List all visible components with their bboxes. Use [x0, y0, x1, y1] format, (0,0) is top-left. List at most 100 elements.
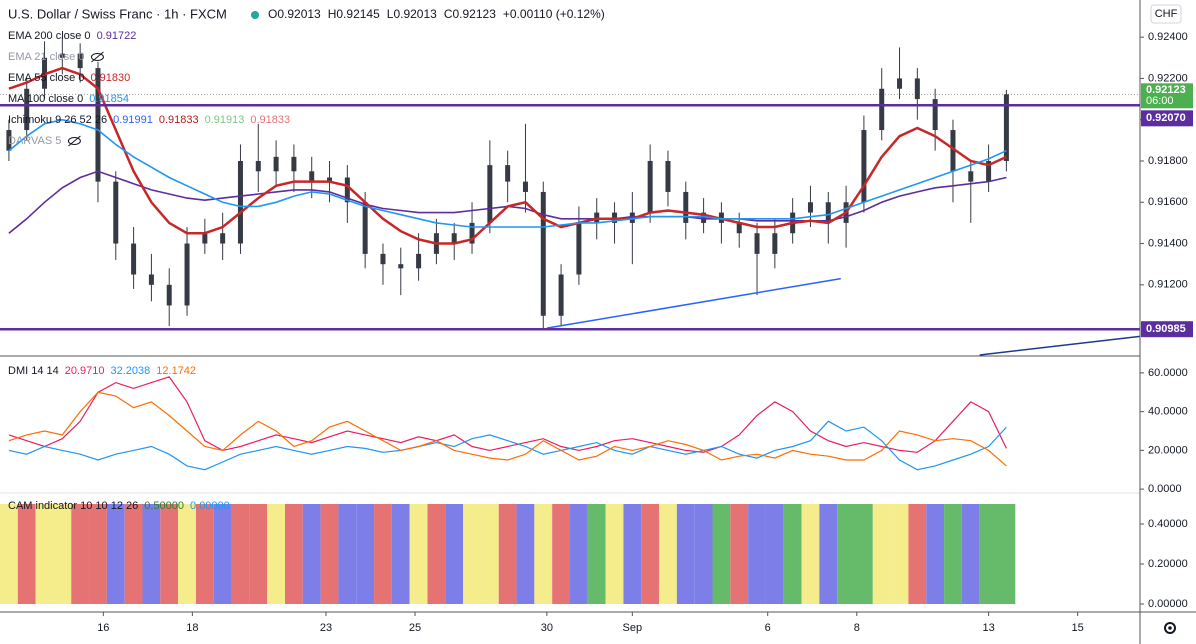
candle-body — [772, 233, 778, 254]
indicator-legend-value: 0.91833 — [159, 114, 199, 126]
cam-bar — [0, 504, 18, 604]
candle-body — [914, 78, 920, 100]
candle-body — [416, 253, 422, 269]
cam-bar — [712, 504, 731, 604]
candle-body — [148, 274, 154, 285]
cam-bar — [570, 504, 588, 604]
cam-bar — [178, 504, 196, 604]
candle-body — [24, 88, 30, 131]
ohlc-readout: O0.92013 — [268, 7, 321, 21]
cam-bar — [694, 504, 713, 604]
candle-body — [327, 177, 333, 182]
candle-body — [879, 88, 885, 131]
cam-bar — [516, 504, 535, 604]
indicator-legend-value: 0.91830 — [90, 72, 130, 84]
candle-body — [665, 160, 671, 192]
x-tick-label: 25 — [409, 622, 421, 634]
candle-body — [273, 156, 279, 172]
candle-body — [166, 284, 172, 306]
cam-bar — [961, 504, 980, 604]
candle-body — [95, 68, 101, 182]
last-price-box — [1141, 83, 1193, 109]
settings-button[interactable] — [1164, 622, 1176, 634]
candle-body — [131, 243, 137, 275]
last-price-label: 0.92123 — [1146, 84, 1186, 96]
cam-bar — [17, 504, 36, 604]
candle-body — [932, 99, 938, 131]
indicator-legend-name: MA 100 close 0 — [8, 93, 83, 105]
candle-body — [861, 130, 867, 203]
y-tick-label: 0.92400 — [1148, 31, 1188, 43]
indicator-legend-value: 0.91722 — [97, 30, 137, 42]
cam-bar — [926, 504, 945, 604]
cam-bar — [623, 504, 642, 604]
currency-button[interactable]: CHF — [1150, 4, 1182, 24]
y-tick-label: 0.91200 — [1148, 279, 1188, 291]
candle-body — [59, 53, 65, 58]
x-tick-label: 15 — [1072, 622, 1084, 634]
candle-body — [77, 53, 83, 69]
cam-bar — [979, 504, 998, 604]
cam-bar — [285, 504, 303, 604]
indicator-legend-name: Ichimoku 9 26 52 26 — [8, 114, 107, 126]
cam-bar — [872, 504, 891, 604]
candle-body — [469, 222, 475, 244]
candle-body — [897, 78, 903, 89]
cam-bar — [944, 504, 962, 604]
gear-ring[interactable] — [1164, 622, 1176, 634]
currency-label[interactable]: CHF — [1155, 8, 1178, 20]
indicator-legend-name: DARVAS 5 — [8, 135, 61, 147]
candle-body — [701, 212, 707, 223]
y-tick-label: 0.0000 — [1148, 483, 1182, 495]
cam-bar — [391, 504, 410, 604]
y-tick-label: 20.0000 — [1148, 444, 1188, 456]
cam-bar — [231, 504, 250, 604]
cam-bar — [142, 504, 161, 604]
cam-bar — [213, 504, 232, 604]
candle-body — [986, 160, 992, 182]
cam-bar — [35, 504, 54, 604]
cam-bar — [855, 504, 873, 604]
cam-bar — [409, 504, 428, 604]
indicator-line — [8, 420, 1007, 471]
y-tick-label: 0.91600 — [1148, 196, 1188, 208]
candle-body — [540, 191, 546, 316]
symbol-title: U.S. Dollar / Swiss Franc · 1h · FXCM — [8, 6, 227, 21]
indicator-legend-value: 0.91833 — [250, 114, 290, 126]
y-tick-label: 0.40000 — [1148, 518, 1188, 530]
cam-bar — [267, 504, 285, 604]
cam-bar — [837, 504, 855, 604]
gear-hub[interactable] — [1168, 626, 1172, 630]
candle-body — [6, 130, 12, 151]
ohlc-readout: L0.92013 — [387, 7, 437, 21]
cam-bar — [249, 504, 268, 604]
x-tick-label: Sep — [623, 622, 643, 634]
ohlc-readout: +0.00110 (+0.12%) — [503, 7, 605, 21]
level-price-label: 0.90985 — [1146, 323, 1186, 335]
ohlc-readout: H0.92145 — [328, 7, 380, 21]
indicator-legend-name: EMA 55 close 0 — [8, 72, 84, 84]
cam-bar — [374, 504, 392, 604]
candle-body — [451, 233, 457, 244]
cam-bar — [160, 504, 179, 604]
candle-body — [754, 233, 760, 254]
cam-bar — [320, 504, 339, 604]
currency-button-frame[interactable] — [1150, 4, 1182, 24]
cam-bar — [480, 504, 499, 604]
indicator-legend-name: EMA 21 close 0 — [8, 51, 84, 63]
hidden-eye-icon — [67, 137, 81, 145]
candle-body — [487, 165, 493, 223]
candle-body — [344, 177, 350, 203]
cam-bar — [730, 504, 749, 604]
pane-legend-value: 32.2038 — [111, 365, 151, 377]
cam-bar — [819, 504, 838, 604]
cam-bar — [195, 504, 214, 604]
ohlc-readout: C0.92123 — [444, 7, 496, 21]
cam-bar — [427, 504, 446, 604]
cam-bar — [748, 504, 766, 604]
candle-body — [576, 222, 582, 275]
candle-body — [202, 233, 208, 244]
x-tick-label: 23 — [320, 622, 332, 634]
y-tick-label: 0.91400 — [1148, 237, 1188, 249]
candle-body — [362, 202, 368, 254]
